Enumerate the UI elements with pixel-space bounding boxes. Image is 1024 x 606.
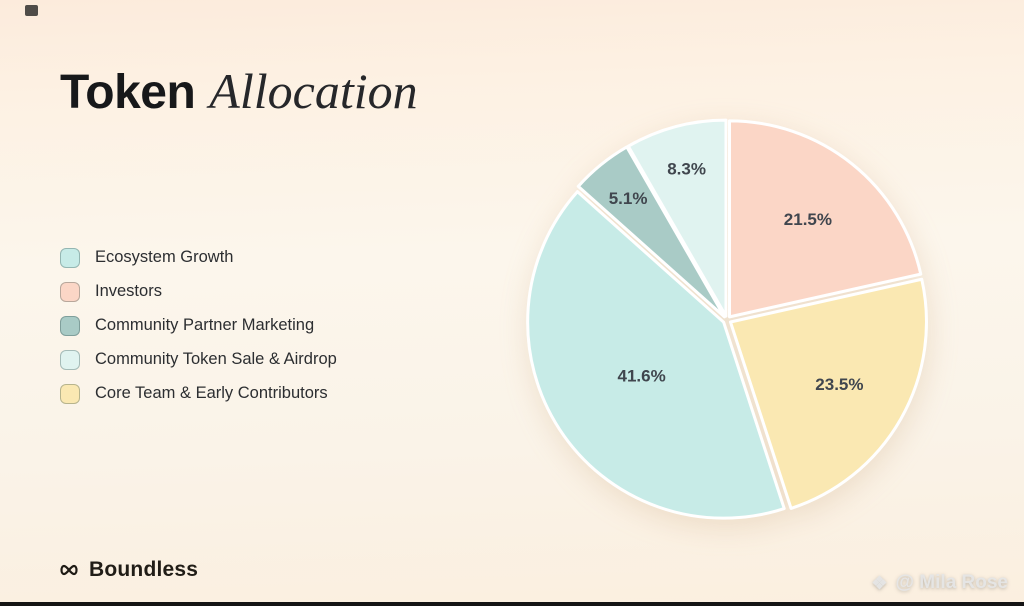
slice-value-label-community-partner-marketing: 5.1% [609,189,648,208]
watermark-diamond-icon: ❖ [871,573,888,593]
legend-swatch [60,315,80,336]
boundless-logo-icon [58,559,80,581]
slice-value-label-community-token-sale-airdrop: 8.3% [667,159,706,178]
bottom-edge-bar [0,602,1024,606]
pie-slice-core-team-early-contributors [728,277,928,510]
brand-name: Boundless [89,558,199,581]
pie-slice-investors [728,119,923,319]
legend-item: Community Partner Marketing [60,315,337,336]
legend-swatch [60,349,80,370]
pie-slice-ecosystem-growth [526,190,786,520]
pie-chart-container: 21.5% 23.5% 41.6% 5.1% 8.3% [517,110,937,530]
slice-value-label-investors: 21.5% [784,210,832,229]
legend-label: Community Token Sale & Airdrop [95,350,337,368]
legend-label: Investors [95,282,162,300]
slice-value-label-ecosystem-growth: 41.6% [617,367,665,386]
legend-item: Community Token Sale & Airdrop [60,349,337,370]
corner-mark [25,5,38,16]
legend-swatch [60,281,80,302]
pie-chart: 21.5% 23.5% 41.6% 5.1% 8.3% [526,118,928,520]
title-regular-part: Token [60,66,196,119]
legend-label: Ecosystem Growth [95,248,234,266]
legend: Ecosystem Growth Investors Community Par… [60,247,337,404]
pie-slice-community-token-sale-airdrop [626,118,728,318]
legend-item: Ecosystem Growth [60,247,337,268]
watermark: ❖ @ Mila Rose [871,572,1008,594]
legend-label: Community Partner Marketing [95,316,315,334]
legend-item: Investors [60,281,337,302]
legend-label: Core Team & Early Contributors [95,384,328,402]
legend-swatch [60,247,80,268]
pie-slice-community-partner-marketing [576,145,726,319]
page-title: Token Allocation [60,62,418,120]
legend-item: Core Team & Early Contributors [60,383,337,404]
title-italic-part: Allocation [209,63,418,119]
slice-value-label-core-team-early-contributors: 23.5% [815,375,863,394]
watermark-text: @ Mila Rose [895,572,1009,593]
brand-footer: Boundless [58,558,198,582]
legend-swatch [60,383,80,404]
